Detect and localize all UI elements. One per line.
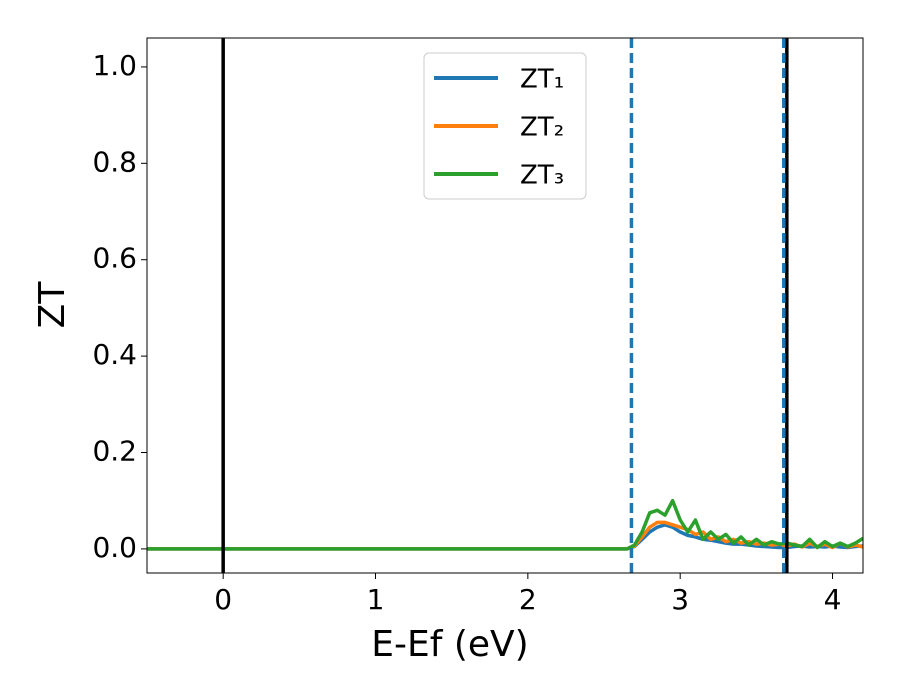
y-tick-label: 1.0 xyxy=(92,49,137,82)
series-line xyxy=(147,498,863,551)
x-tick-label: 2 xyxy=(519,583,537,616)
series-line xyxy=(147,520,863,551)
x-tick-label: 3 xyxy=(671,583,689,616)
x-tick-label: 4 xyxy=(824,583,842,616)
y-tick-label: 0.0 xyxy=(92,531,137,564)
legend-box xyxy=(423,52,587,200)
y-tick-label: 0.2 xyxy=(92,435,137,468)
x-axis-label: E-Ef (eV) xyxy=(371,624,528,665)
y-tick-label: 0.6 xyxy=(92,242,137,275)
y-tick-label: 0.8 xyxy=(92,145,137,178)
x-tick-label: 0 xyxy=(214,583,232,616)
legend-label: ZT₃ xyxy=(520,161,564,191)
plot-frame xyxy=(146,37,864,574)
x-tick-label: 1 xyxy=(367,583,385,616)
y-tick-label: 0.4 xyxy=(92,338,137,371)
legend-label: ZT₂ xyxy=(520,113,564,143)
y-axis-label: ZT xyxy=(32,281,73,329)
legend-label: ZT₁ xyxy=(520,65,564,95)
plot-area xyxy=(147,38,863,573)
